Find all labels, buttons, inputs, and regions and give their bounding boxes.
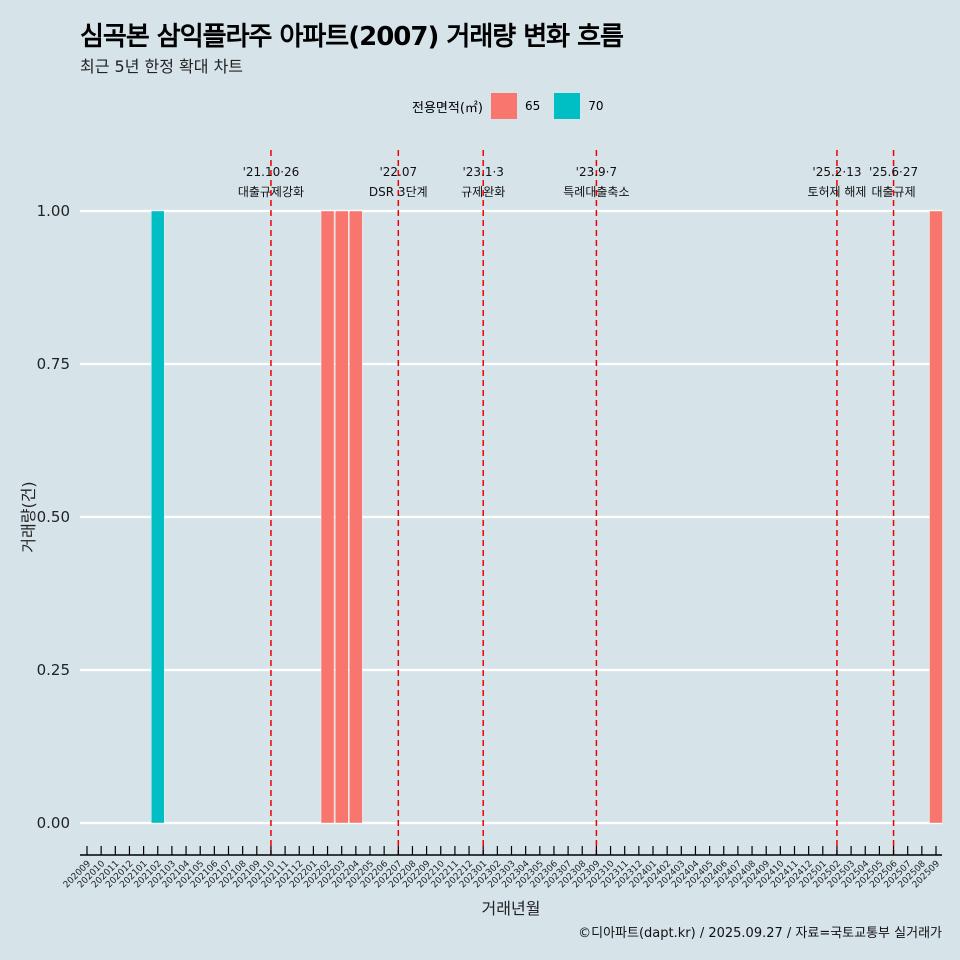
- event-date-label: '23.9·7: [576, 165, 617, 179]
- event-date-label: '25.6·27: [869, 165, 918, 179]
- legend-swatch-65: [490, 93, 517, 119]
- event-label: DSR 3단계: [369, 185, 428, 199]
- x-axis-title: 거래년월: [482, 899, 541, 918]
- legend-label-65: 65: [524, 99, 541, 113]
- legend-title: 전용면적(㎡): [412, 100, 483, 116]
- bar-202202: [320, 210, 335, 824]
- bar-202204: [349, 210, 363, 824]
- y-tick-label: 0.00: [37, 814, 70, 832]
- caption: ©디아파트(dapt.kr) / 2025.09.27 / 자료=국토교통부 실…: [578, 926, 942, 941]
- y-tick-label: 0.50: [37, 508, 70, 526]
- y-tick-label: 0.25: [37, 661, 70, 679]
- y-tick-label: 0.75: [37, 355, 70, 373]
- event-label: 토허제 해제: [807, 185, 866, 199]
- event-date-label: '21.10·26: [243, 165, 300, 179]
- y-tick-label: 1.00: [37, 202, 70, 220]
- legend-label-70: 70: [588, 99, 604, 113]
- event-date-label: '23.1·3: [462, 165, 503, 179]
- bar-202102: [151, 210, 165, 824]
- legend: 전용면적(㎡) 65 70: [412, 93, 604, 119]
- y-axis-title: 거래량(건): [19, 481, 38, 552]
- bar-202203: [335, 210, 349, 824]
- legend-swatch-70: [554, 93, 581, 119]
- chart-title: 심곡본 삼익플라주 아파트(2007) 거래량 변화 흐름: [80, 22, 624, 52]
- event-label: 대출규제강화: [238, 185, 304, 199]
- event-date-label: '25.2·13: [812, 165, 861, 179]
- chart-subtitle: 최근 5년 한정 확대 차트: [80, 57, 244, 76]
- bar-202509: [929, 210, 943, 824]
- event-label: 대출규제: [871, 185, 915, 199]
- event-label: 특례대출축소: [563, 185, 629, 199]
- event-label: 규제완화: [461, 185, 505, 199]
- event-date-label: '22.07: [379, 165, 417, 179]
